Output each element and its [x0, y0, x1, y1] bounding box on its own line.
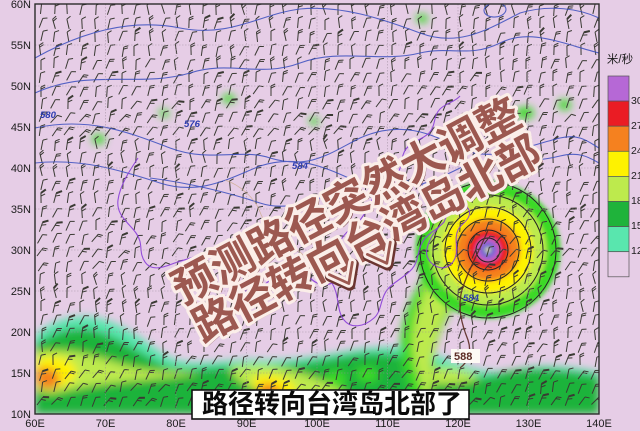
- svg-text:50N: 50N: [11, 81, 31, 93]
- svg-text:584: 584: [292, 161, 309, 172]
- svg-text:25N: 25N: [11, 286, 31, 298]
- svg-text:140E: 140E: [586, 418, 612, 430]
- svg-text:80E: 80E: [166, 418, 186, 430]
- svg-text:584: 584: [463, 293, 480, 304]
- svg-text:60E: 60E: [25, 418, 45, 430]
- svg-text:588: 588: [454, 351, 472, 363]
- svg-text:15: 15: [631, 220, 640, 232]
- svg-text:576: 576: [184, 119, 201, 130]
- svg-text:30: 30: [631, 95, 640, 107]
- svg-text:15N: 15N: [11, 368, 31, 380]
- svg-text:路径转向台湾岛北部了: 路径转向台湾岛北部了: [202, 389, 462, 419]
- svg-text:130E: 130E: [516, 418, 542, 430]
- svg-text:21: 21: [631, 170, 640, 182]
- svg-text:30N: 30N: [11, 245, 31, 257]
- svg-text:580: 580: [40, 110, 57, 121]
- svg-text:55N: 55N: [11, 40, 31, 52]
- svg-text:40N: 40N: [11, 163, 31, 175]
- svg-text:20N: 20N: [11, 327, 31, 339]
- svg-text:米/秒: 米/秒: [607, 52, 633, 66]
- svg-text:70E: 70E: [96, 418, 116, 430]
- svg-text:18: 18: [631, 195, 640, 207]
- svg-text:60N: 60N: [11, 0, 31, 11]
- svg-text:12: 12: [631, 245, 640, 257]
- svg-text:45N: 45N: [11, 122, 31, 134]
- svg-text:35N: 35N: [11, 204, 31, 216]
- svg-text:24: 24: [631, 145, 640, 157]
- svg-text:27: 27: [631, 120, 640, 132]
